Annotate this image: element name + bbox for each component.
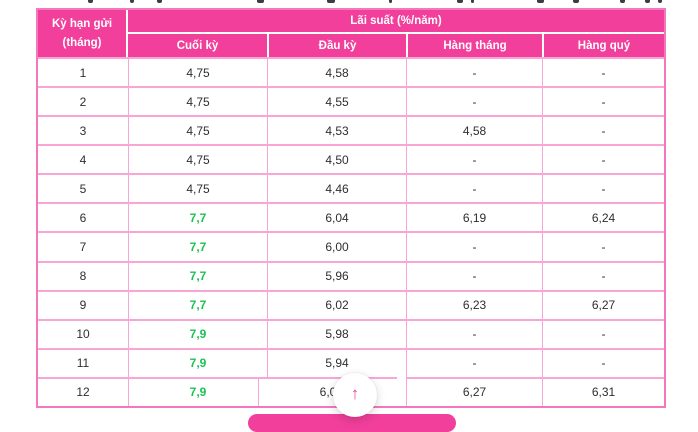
interest-rate-table: Kỳ hạn gửi (tháng) Lãi suất (%/năm) Cuối…	[36, 8, 666, 408]
term-cell: 10	[38, 318, 128, 348]
rate-cell: -	[542, 86, 664, 116]
rate-cell: -	[406, 318, 542, 348]
rate-cell: 6,27	[406, 376, 542, 406]
term-cell: 7	[38, 231, 128, 261]
rate-cell: 7,9	[128, 376, 267, 406]
rate-cell: 4,53	[267, 115, 406, 145]
term-cell: 2	[38, 86, 128, 116]
rate-cell: 6,24	[542, 202, 664, 232]
rate-cell: -	[406, 173, 542, 203]
term-header-line2: (tháng)	[62, 37, 102, 49]
rate-cell: 6,00	[267, 231, 406, 261]
arrow-up-icon: ↑	[350, 383, 360, 403]
rate-cell: -	[542, 173, 664, 203]
column-header-hang-quy: Hàng quý	[542, 32, 664, 57]
rate-cell: 7,7	[128, 289, 267, 319]
rate-cell: -	[542, 318, 664, 348]
rate-cell: 5,94	[267, 347, 406, 377]
rate-cell: -	[406, 231, 542, 261]
term-cell: 6	[38, 202, 128, 232]
rate-cell: 4,58	[267, 57, 406, 87]
table-grid: Kỳ hạn gửi (tháng) Lãi suất (%/năm) Cuối…	[38, 10, 664, 406]
term-cell: 4	[38, 144, 128, 174]
rate-cell: 7,9	[128, 318, 267, 348]
rate-cell: -	[542, 260, 664, 290]
rate-cell: 6,04	[267, 202, 406, 232]
rate-cell: 5,98	[267, 318, 406, 348]
rate-cell: 4,75	[128, 115, 267, 145]
term-header-cell: Kỳ hạn gửi (tháng)	[38, 10, 128, 57]
rate-cell: -	[406, 260, 542, 290]
rate-cell: 4,55	[267, 86, 406, 116]
rate-cell: -	[542, 347, 664, 377]
rate-cell: 6,27	[542, 289, 664, 319]
rate-cell: -	[542, 115, 664, 145]
rate-cell: 6,31	[542, 376, 664, 406]
column-header-hang-thang: Hàng tháng	[406, 32, 542, 57]
rate-cell: 6,02	[267, 289, 406, 319]
rate-cell: 7,7	[128, 260, 267, 290]
rate-cell: 4,75	[128, 144, 267, 174]
rate-cell: -	[542, 144, 664, 174]
rate-group-header: Lãi suất (%/năm)	[128, 10, 664, 32]
rate-cell: -	[406, 57, 542, 87]
rate-cell: -	[542, 231, 664, 261]
rate-cell: 6,19	[406, 202, 542, 232]
rate-cell: -	[406, 347, 542, 377]
rate-cell: 6,23	[406, 289, 542, 319]
term-cell: 8	[38, 260, 128, 290]
rate-cell: 4,75	[128, 86, 267, 116]
cropped-text-fragments	[0, 0, 698, 6]
rate-cell: 5,96	[267, 260, 406, 290]
scroll-to-top-button[interactable]: ↑	[333, 373, 377, 417]
rate-cell: 4,75	[128, 173, 267, 203]
column-header-dau-ky: Đầu kỳ	[267, 32, 406, 57]
term-cell: 5	[38, 173, 128, 203]
term-cell: 3	[38, 115, 128, 145]
term-cell: 11	[38, 347, 128, 377]
rate-cell: 4,58	[406, 115, 542, 145]
rate-cell: 7,7	[128, 231, 267, 261]
term-cell: 9	[38, 289, 128, 319]
rate-cell: 7,9	[128, 347, 267, 377]
rate-cell: 4,46	[267, 173, 406, 203]
rate-cell: 7,7	[128, 202, 267, 232]
rate-cell: 4,50	[267, 144, 406, 174]
column-header-cuoi-ky: Cuối kỳ	[128, 32, 267, 57]
term-header-line1: Kỳ hạn gửi	[51, 18, 113, 30]
rate-cell: 4,75	[128, 57, 267, 87]
rate-cell: -	[406, 86, 542, 116]
rate-cell: -	[542, 57, 664, 87]
term-cell: 1	[38, 57, 128, 87]
term-cell: 12	[38, 376, 128, 406]
rate-cell: -	[406, 144, 542, 174]
